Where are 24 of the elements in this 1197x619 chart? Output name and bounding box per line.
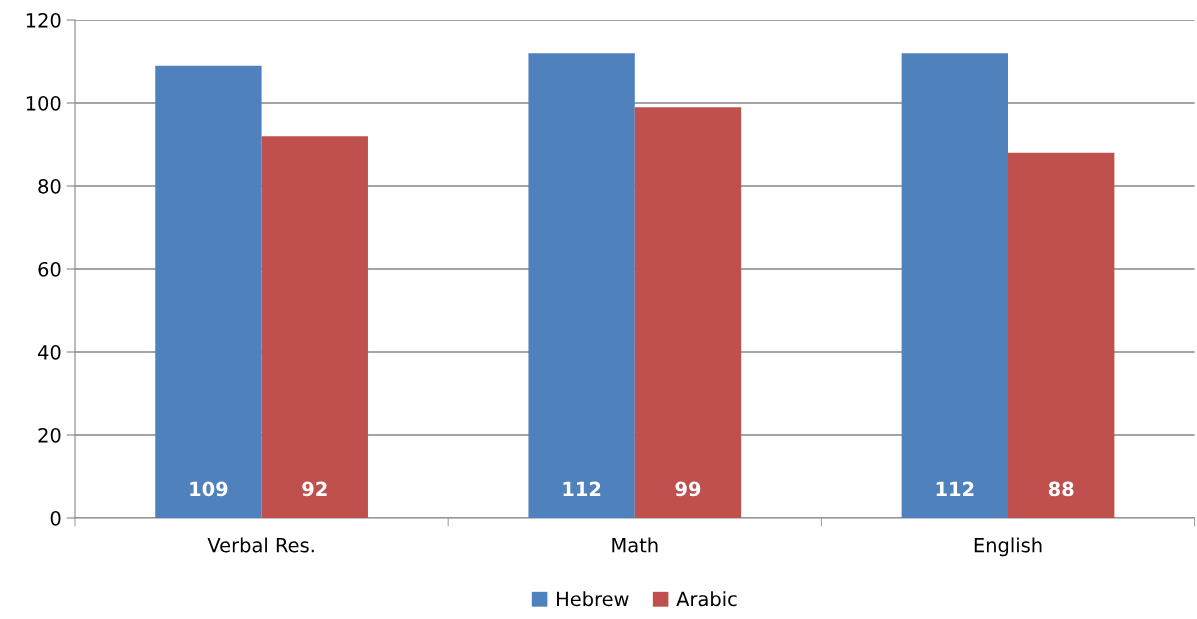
- y-tick-label: 100: [26, 95, 61, 111]
- data-label: 92: [302, 481, 327, 497]
- y-tick-label: 120: [26, 12, 61, 28]
- y-tick-label: 80: [38, 178, 61, 194]
- data-label: 112: [936, 481, 974, 496]
- data-label: 109: [190, 481, 228, 497]
- legend-label: Hebrew: [557, 591, 629, 607]
- data-label: 88: [1048, 481, 1074, 497]
- bar: [261, 136, 368, 518]
- bar: [901, 53, 1008, 518]
- bar: [634, 107, 742, 518]
- x-tick-label: Verbal Res.: [207, 537, 314, 553]
- x-tick-label: English: [974, 537, 1042, 557]
- bar: [1008, 152, 1115, 518]
- legend-label: Arabic: [676, 591, 737, 607]
- bar: [155, 65, 262, 518]
- y-tick-label: 0: [50, 510, 61, 526]
- y-tick-label: 60: [38, 261, 61, 277]
- y-tick-label: 40: [38, 344, 61, 360]
- data-label: 99: [675, 481, 701, 497]
- x-tick-label: Math: [612, 537, 658, 553]
- bar: [528, 53, 635, 518]
- data-label: 112: [563, 481, 601, 496]
- y-tick-label: 20: [38, 427, 61, 443]
